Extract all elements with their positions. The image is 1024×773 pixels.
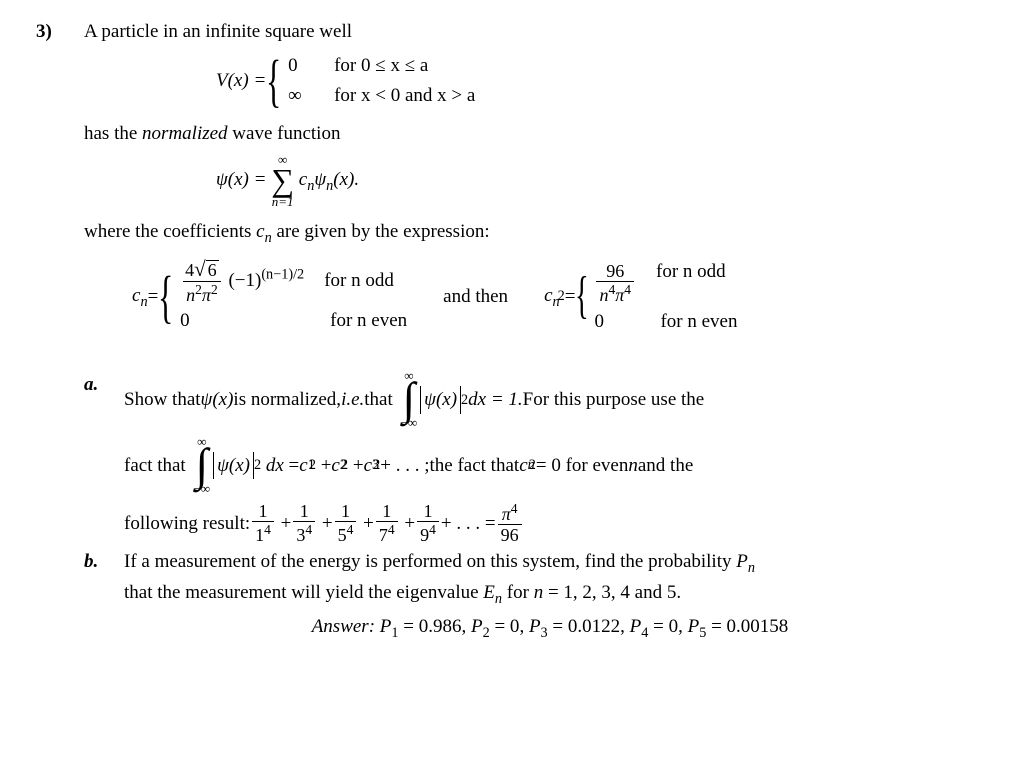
left-brace-icon: { <box>158 271 173 323</box>
potential-case-2: ∞ for x < 0 and x > a <box>288 82 475 110</box>
psi-summand: cnψn(x). <box>299 169 359 190</box>
part-a-label: a. <box>84 371 106 399</box>
problem-intro: A particle in an infinite square well <box>84 18 352 46</box>
integral-icon: ∞ ∫ −∞ <box>401 371 418 429</box>
part-a-line2: fact that ∞ ∫ −∞ ψ(x)2 dx = c12 + c22 + … <box>124 437 976 495</box>
left-brace-icon: { <box>266 55 281 107</box>
part-b-line2: that the measurement will yield the eige… <box>124 579 976 609</box>
part-a-line3: following result: 114 + 134 + 154 + 174 … <box>124 502 976 544</box>
cn-case-odd: 4√6 n2π2 (−1)(n−1)/2 for n odd <box>180 259 407 304</box>
problem-number: 3) <box>36 18 64 46</box>
cn2-case-odd: 96 n4π4 for n odd <box>594 258 737 304</box>
potential-lhs: V(x) = <box>216 67 266 95</box>
page: 3) A particle in an infinite square well… <box>0 0 1024 662</box>
left-brace-icon: { <box>575 273 589 320</box>
part-b-answer: Answer: P1 = 0.986, P2 = 0, P3 = 0.0122,… <box>124 613 976 643</box>
psi-lhs: ψ(x) = <box>216 169 271 190</box>
part-a: a. Show that ψ(x) is normalized, i.e. th… <box>84 371 976 544</box>
part-b-label: b. <box>84 548 106 576</box>
cn2-case-even: 0 for n even <box>594 308 737 336</box>
integral-icon: ∞ ∫ −∞ <box>193 437 210 495</box>
coeff-intro: where the coefficients cn are given by t… <box>84 218 976 248</box>
psi-expansion: ψ(x) = ∞ ∑ n=1 cnψn(x). <box>36 153 976 208</box>
part-b: b. If a measurement of the energy is per… <box>84 548 976 643</box>
potential-definition: V(x) = { 0 for 0 ≤ x ≤ a ∞ for x < 0 and… <box>36 52 976 110</box>
potential-case-1: 0 for 0 ≤ x ≤ a <box>288 52 475 80</box>
part-b-line1: If a measurement of the energy is perfor… <box>124 548 976 578</box>
cn-case-even: 0 for n even <box>180 307 407 335</box>
normalized-line: has the normalized wave function <box>84 120 976 148</box>
part-a-line1: Show that ψ(x) is normalized, i.e. that … <box>124 371 976 429</box>
connector-text: and then <box>443 283 508 311</box>
sigma-icon: ∞ ∑ n=1 <box>271 153 294 208</box>
cn-definition: cn = { 4√6 n2π2 (−1)(n−1)/2 for n odd 0 <box>36 258 976 335</box>
problem-heading: 3) A particle in an infinite square well <box>36 18 976 46</box>
